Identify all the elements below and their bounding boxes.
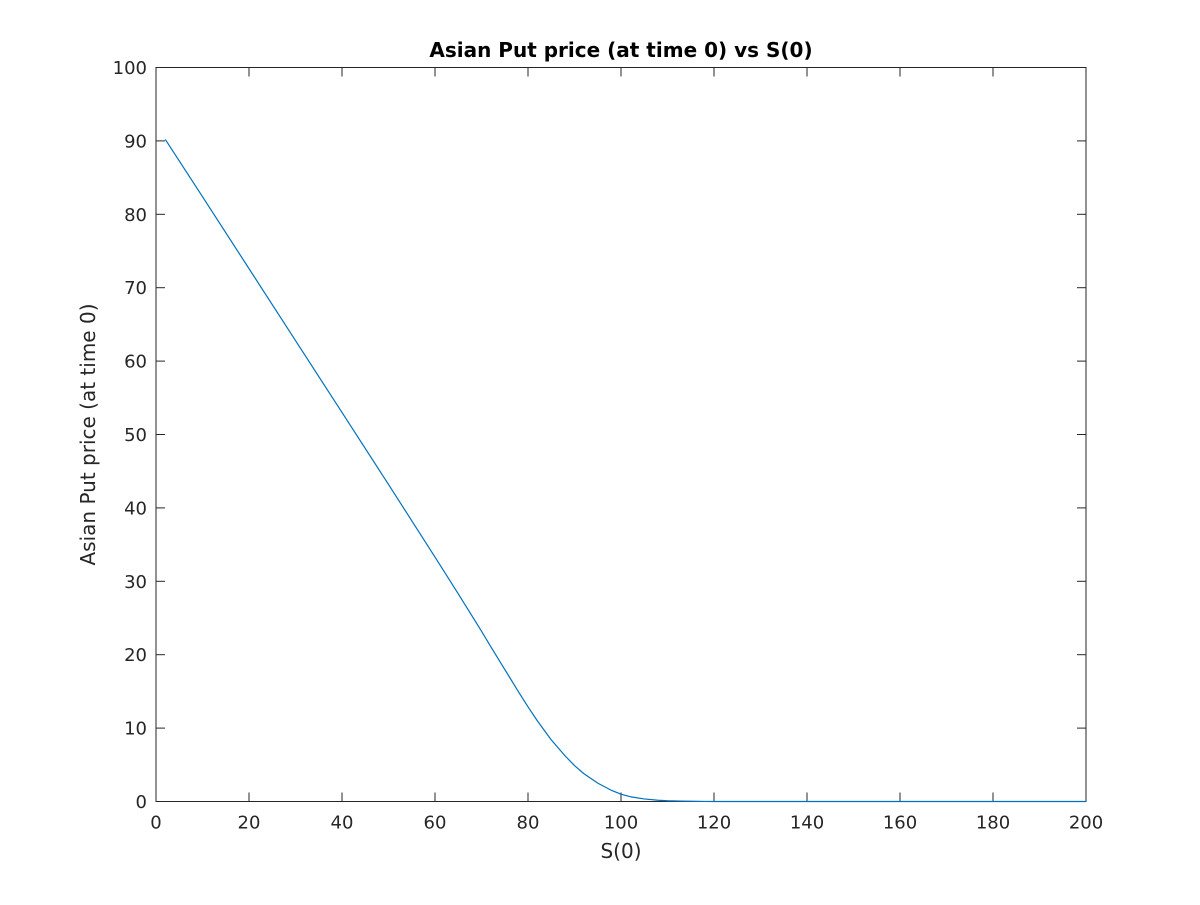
series-layer (164, 139, 1086, 803)
x-tick-label: 180 (976, 813, 1010, 834)
y-tick-label: 0 (136, 792, 147, 813)
x-tick-label: 160 (883, 813, 917, 834)
y-tick-label: 70 (124, 278, 147, 299)
series-line-1 (164, 139, 1086, 803)
y-tick-label: 80 (124, 205, 147, 226)
x-tick-label: 140 (790, 813, 824, 834)
y-tick-label: 60 (124, 352, 147, 373)
x-tick-label: 120 (697, 813, 731, 834)
y-tick-label: 100 (113, 58, 147, 79)
y-tick-label: 40 (124, 498, 147, 519)
chart-title: Asian Put price (at time 0) vs S(0) (429, 38, 812, 62)
x-axis-title: S(0) (600, 839, 641, 863)
x-tick-label: 0 (150, 813, 161, 834)
y-tick-label: 20 (124, 645, 147, 666)
plot-area (155, 67, 1087, 802)
x-tick-label: 200 (1069, 813, 1103, 834)
y-tick-label: 50 (124, 425, 147, 446)
y-axis-title: Asian Put price (at time 0) (76, 304, 100, 566)
x-tick-label: 60 (424, 813, 447, 834)
x-tick-label: 40 (331, 813, 354, 834)
ticks: 0 20 40 60 80 100 120 140 160 180 200 0 10 20 30 40 50 60… (113, 58, 1104, 834)
y-tick-label: 90 (124, 131, 147, 152)
y-tick-label: 10 (124, 719, 147, 740)
x-tick-label: 80 (517, 813, 540, 834)
x-tick-label: 20 (238, 813, 261, 834)
y-tick-label: 30 (124, 572, 147, 593)
axes (155, 67, 1087, 802)
x-tick-label: 100 (604, 813, 638, 834)
